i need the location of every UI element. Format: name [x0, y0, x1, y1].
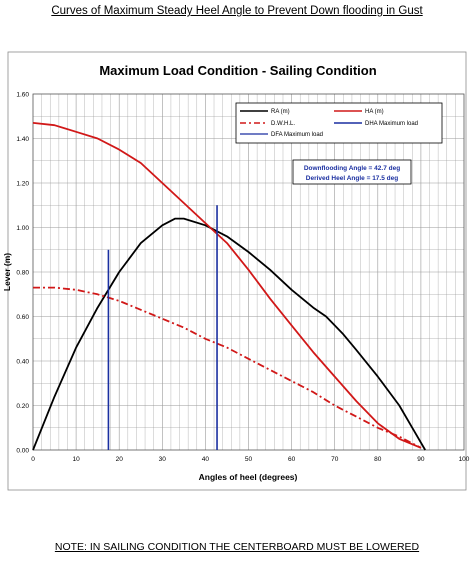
y-tick-label: 0.40: [16, 359, 29, 366]
plot-area: [32, 93, 465, 451]
x-tick-label: 100: [459, 456, 470, 463]
grid: [33, 94, 464, 450]
legend-dfa: DFA Maximum load: [271, 132, 323, 138]
y-axis-label: Lever (m): [2, 253, 12, 291]
x-axis-label: Angles of heel (degrees): [199, 472, 298, 482]
y-tick-label: 1.60: [16, 92, 29, 99]
legend-dwhl: D.W.H.L.: [271, 121, 295, 127]
x-tick-label: 70: [331, 456, 339, 463]
x-tick-label: 80: [374, 456, 382, 463]
x-tick-label: 20: [116, 456, 124, 463]
series-lines: [32, 122, 426, 451]
y-tick-label: 0.20: [16, 403, 29, 410]
series-ha-line: [32, 122, 422, 449]
y-tick-label: 1.00: [16, 225, 29, 232]
y-tick-label: 0.80: [16, 270, 29, 277]
y-tick-label: 0.60: [16, 314, 29, 321]
x-tick-label: 60: [288, 456, 296, 463]
x-tick-label: 0: [31, 456, 35, 463]
legend: RA (m) HA (m) D.W.H.L. DHA Maximum load …: [235, 102, 443, 144]
note: NOTE: IN SAILING CONDITION THE CENTERBOA…: [54, 541, 420, 553]
series-dwhl-line: [33, 286, 422, 449]
tick-labels: 0 10 20 30 40 50 60 70 80 90 100 0.00 0.20 0.40 0.60 0.…: [16, 92, 469, 464]
annotation-box: Downflooding Angle = 42.7 deg Derived He…: [292, 159, 412, 185]
y-tick-label: 1.20: [16, 181, 29, 188]
page-title: Curves of Maximum Steady Heel Angle to P…: [51, 5, 423, 17]
legend-ha: HA (m): [365, 109, 384, 115]
y-tick-label: 0.00: [16, 448, 29, 455]
annotation-heel: Derived Heel Angle = 17.5 deg: [306, 175, 398, 182]
legend-ra: RA (m): [271, 109, 290, 115]
x-tick-label: 10: [72, 456, 80, 463]
x-tick-label: 50: [245, 456, 253, 463]
annotation-downflooding: Downflooding Angle = 42.7 deg: [304, 165, 400, 172]
x-tick-label: 40: [202, 456, 210, 463]
y-tick-label: 1.40: [16, 136, 29, 143]
chart-title: Maximum Load Condition - Sailing Conditi…: [99, 63, 376, 78]
x-tick-label: 90: [417, 456, 425, 463]
x-tick-label: 30: [159, 456, 167, 463]
legend-dha: DHA Maximum load: [365, 121, 418, 127]
